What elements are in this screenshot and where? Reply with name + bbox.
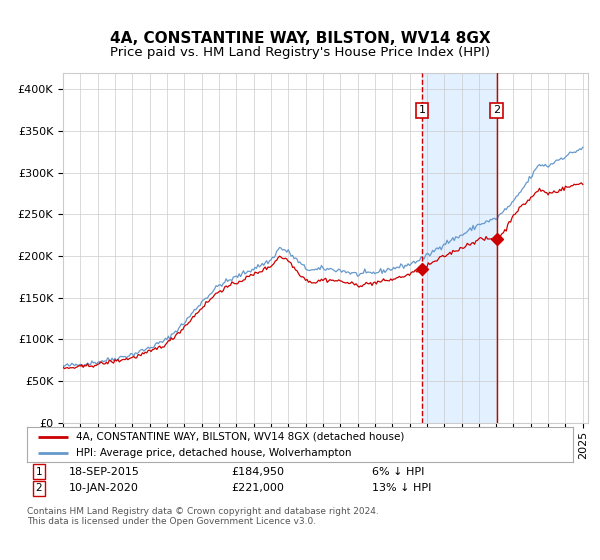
Text: 6% ↓ HPI: 6% ↓ HPI [372,466,424,477]
Text: HPI: Average price, detached house, Wolverhampton: HPI: Average price, detached house, Wolv… [76,447,352,458]
Text: £184,950: £184,950 [231,466,284,477]
Bar [422,73,497,423]
Text: 4A, CONSTANTINE WAY, BILSTON, WV14 8GX (detached house): 4A, CONSTANTINE WAY, BILSTON, WV14 8GX (… [76,432,404,442]
Text: 10-JAN-2020: 10-JAN-2020 [69,483,139,493]
Text: 1: 1 [419,105,425,115]
Text: Price paid vs. HM Land Registry's House Price Index (HPI): Price paid vs. HM Land Registry's House … [110,46,490,59]
Text: £221,000: £221,000 [231,483,284,493]
Text: 1: 1 [35,466,43,477]
Text: 2: 2 [35,483,43,493]
Text: 2: 2 [493,105,500,115]
Text: 13% ↓ HPI: 13% ↓ HPI [372,483,431,493]
Text: Contains HM Land Registry data © Crown copyright and database right 2024.
This d: Contains HM Land Registry data © Crown c… [27,507,379,526]
Text: 18-SEP-2015: 18-SEP-2015 [69,466,140,477]
Text: 4A, CONSTANTINE WAY, BILSTON, WV14 8GX: 4A, CONSTANTINE WAY, BILSTON, WV14 8GX [110,31,490,46]
